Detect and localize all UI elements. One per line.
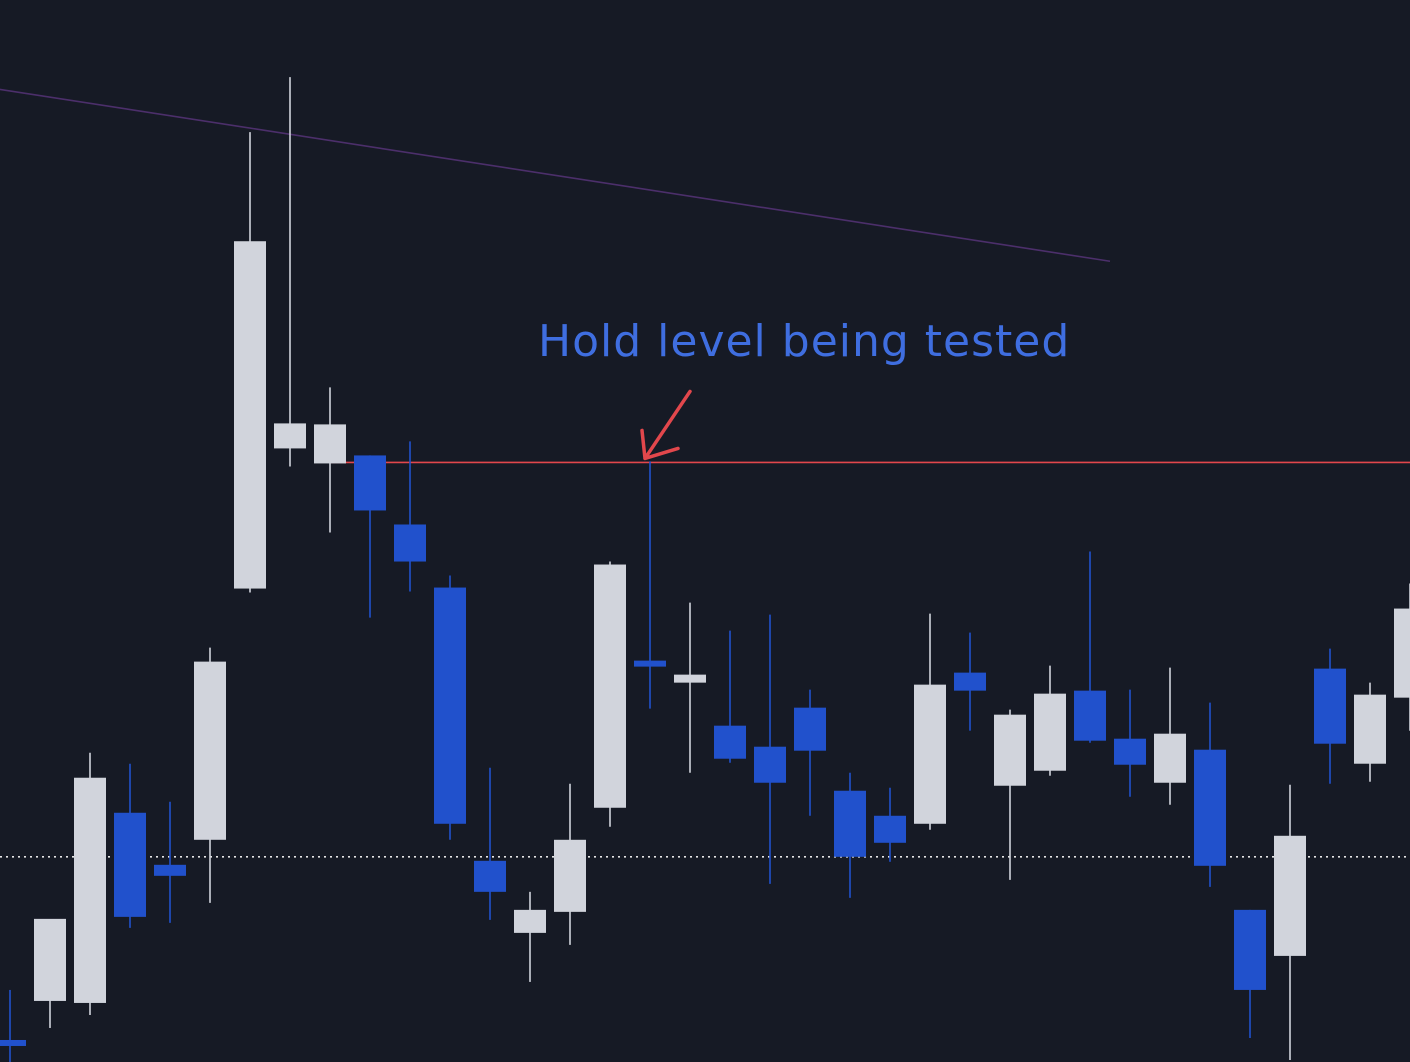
candle [314, 387, 346, 533]
candle [1074, 551, 1106, 743]
candle [874, 787, 906, 862]
candle-body-up [234, 241, 266, 589]
candle-body-up [514, 909, 546, 933]
candle-body-up [314, 424, 346, 464]
candle-body-up [1274, 835, 1306, 956]
candle [994, 709, 1026, 880]
candle [114, 763, 146, 928]
candle-body-down [754, 746, 786, 783]
candle-body-down [1234, 909, 1266, 990]
candle-body-up [74, 777, 106, 1003]
candle [74, 752, 106, 1015]
candle-body-down [1114, 738, 1146, 765]
candle [154, 801, 186, 923]
candle [474, 767, 506, 920]
candle-body-down [794, 707, 826, 751]
candle [1114, 689, 1146, 797]
candle [594, 561, 626, 827]
candle-body-down [114, 812, 146, 917]
candle [0, 989, 26, 1062]
candle-body-down [954, 672, 986, 691]
candle-body-up [554, 839, 586, 912]
candle [714, 630, 746, 763]
candle [394, 441, 426, 592]
candle [194, 647, 226, 903]
candle [1394, 583, 1410, 731]
candle [554, 783, 586, 945]
candle [794, 689, 826, 816]
candle [434, 575, 466, 840]
candle-body-down [834, 790, 866, 857]
candle-body-down [154, 864, 186, 876]
annotation-arrow [640, 389, 692, 461]
candle-body-up [994, 714, 1026, 786]
candle [1034, 665, 1066, 776]
candle-body-down [874, 815, 906, 843]
candle-body-up [1154, 733, 1186, 783]
candle-body-up [674, 674, 706, 683]
candle [1354, 682, 1386, 782]
candle-body-down [354, 455, 386, 511]
candle [834, 772, 866, 898]
candle-body-down [1314, 668, 1346, 744]
candle-body-up [914, 684, 946, 824]
descending-trendline [0, 88, 1111, 263]
candle-body-up [274, 423, 306, 449]
candle-body-down [714, 725, 746, 759]
candle-body-down [634, 660, 666, 667]
candle [354, 455, 386, 618]
reference-lines [0, 88, 1410, 858]
candle-body-up [1354, 694, 1386, 764]
candle [274, 77, 306, 467]
candle [634, 461, 666, 709]
candle-body-down [394, 524, 426, 562]
candle-body-down [434, 587, 466, 824]
candle [1234, 909, 1266, 1038]
candle-body-down [474, 860, 506, 892]
candle [1194, 702, 1226, 887]
annotation-group: Hold level being tested [538, 316, 1070, 461]
candle-body-up [194, 661, 226, 840]
candle [954, 632, 986, 731]
candle [754, 614, 786, 884]
candle [234, 132, 266, 593]
candle [514, 891, 546, 982]
candle [1314, 648, 1346, 784]
candle-body-up [594, 564, 626, 808]
candle-body-up [1034, 693, 1066, 771]
candle [914, 613, 946, 830]
candle-body-down [0, 1039, 26, 1046]
candle-body-down [1074, 690, 1106, 741]
candle [1274, 784, 1306, 1060]
candle [1154, 667, 1186, 805]
candle [34, 918, 66, 1028]
candles [0, 77, 1410, 1062]
candle-body-down [1194, 749, 1226, 866]
candle-body-up [34, 918, 66, 1001]
annotation-label: Hold level being tested [538, 316, 1070, 367]
candle [674, 602, 706, 773]
candle-body-up [1394, 608, 1410, 698]
